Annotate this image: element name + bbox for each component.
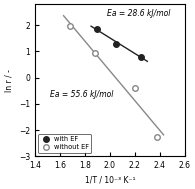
- with EF: [140, 56, 142, 58]
- without EF: [134, 87, 136, 89]
- without EF: [94, 52, 96, 54]
- Legend: with EF, without EF: with EF, without EF: [38, 134, 91, 153]
- with EF: [96, 28, 98, 30]
- X-axis label: 1/T / 10⁻³ K⁻¹: 1/T / 10⁻³ K⁻¹: [85, 176, 135, 185]
- Text: Ea = 55.6 kJ/mol: Ea = 55.6 kJ/mol: [50, 90, 113, 99]
- Line: without EF: without EF: [67, 24, 160, 139]
- Text: Ea = 28.6 kJ/mol: Ea = 28.6 kJ/mol: [107, 9, 171, 18]
- without EF: [69, 25, 71, 28]
- Y-axis label: ln r / -: ln r / -: [4, 69, 13, 92]
- without EF: [156, 136, 159, 138]
- with EF: [115, 42, 117, 45]
- Line: with EF: with EF: [95, 26, 144, 60]
